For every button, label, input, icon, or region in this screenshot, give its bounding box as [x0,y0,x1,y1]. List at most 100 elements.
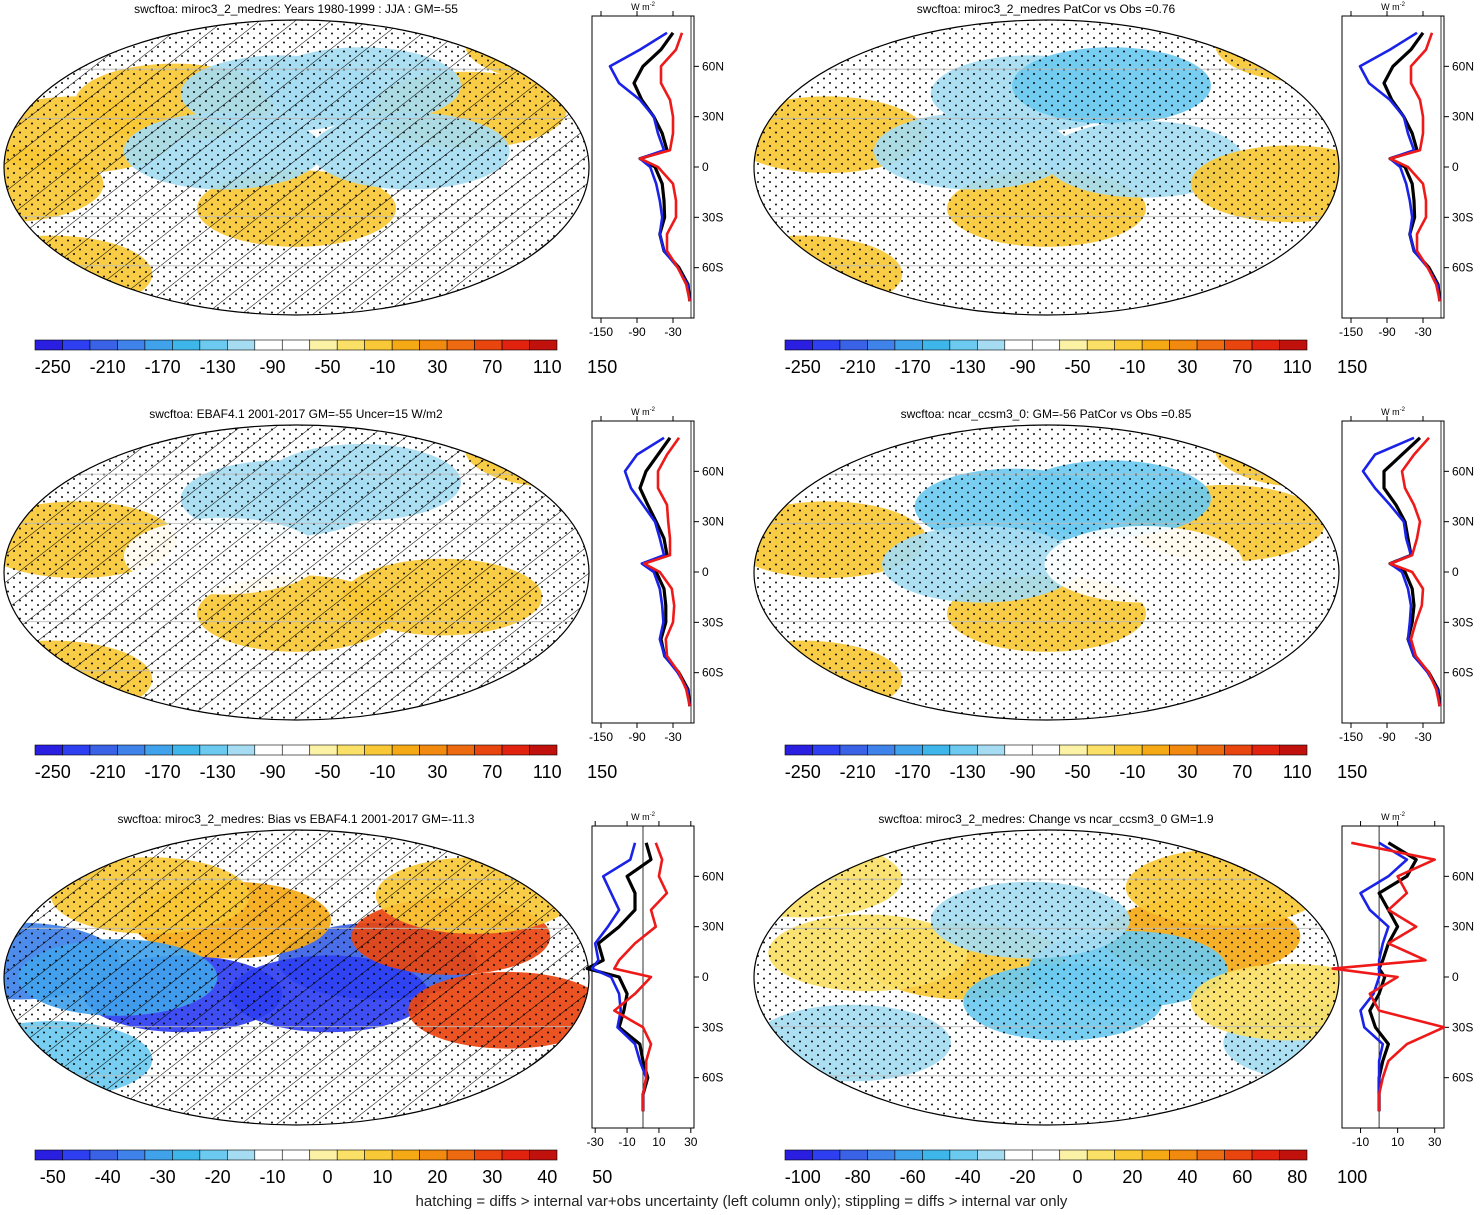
colorbar-box [309,339,338,351]
colorbar-box [199,339,228,351]
colorbar-box [839,1149,868,1161]
colorbar-box [977,1149,1006,1161]
colorbar-tick-label: 40 [1177,1167,1197,1187]
colorbar-tick-label: 30 [427,357,447,377]
colorbar-box [1251,1149,1280,1161]
zonal-x-tick-label: -10 [1352,1135,1370,1149]
colorbar-box [1196,1149,1225,1161]
panel-title: swcftoa: miroc3_2_medres: Bias vs EBAF4.… [118,812,475,826]
zonal-y-tick-label: 60N [702,869,724,883]
colorbar-box [949,744,978,756]
zonal-unit: W m-2 [1381,407,1405,417]
zonal-y-tick-label: 30N [702,920,724,934]
colorbar-box [1004,339,1033,351]
colorbar-box [364,1149,393,1161]
map [4,830,589,1125]
colorbar-box [474,744,503,756]
colorbar-tick-label: -10 [1119,762,1145,782]
colorbar-box [529,1149,558,1161]
colorbar-box [922,1149,951,1161]
zonal-unit-exp: -2 [1400,407,1406,413]
zonal-y-tick-label: 60N [702,464,724,478]
colorbar-box [839,744,868,756]
colorbar: -250 -210 -170 -130 -90 -50 -10 30 70 110 150 [34,339,617,377]
panel-title: swcftoa: miroc3_2_medres: Change vs ncar… [878,812,1213,826]
zonal-y-tick-label: 30N [1452,515,1474,529]
colorbar-box [894,1149,923,1161]
panel-title: swcftoa: miroc3_2_medres: Years 1980-199… [134,2,458,16]
map-border [753,829,1340,1126]
colorbar-box [1279,339,1308,351]
colorbar-box [227,744,256,756]
colorbar-tick-label: -20 [205,1167,231,1187]
zonal-y-tick-label: 30S [702,615,723,629]
colorbar-box [977,339,1006,351]
colorbar-box [89,339,118,351]
colorbar-tick-label: -210 [90,762,126,782]
colorbar-box [1031,1149,1061,1161]
colorbar-box [34,744,63,756]
colorbar-box [1169,744,1198,756]
colorbar-box [1224,744,1253,756]
colorbar: -250 -210 -170 -130 -90 -50 -10 30 70 110 150 [34,744,617,782]
stippling [754,830,1339,1125]
zonal-x-tick-label: -30 [664,730,682,744]
colorbar-tick-label: -170 [145,357,181,377]
colorbar-box [1004,1149,1033,1161]
colorbar-box [867,744,896,756]
zonal-y-tick-label: 30S [702,1020,723,1034]
colorbar-tick-label: -50 [40,1167,66,1187]
colorbar-tick-label: -130 [200,357,236,377]
colorbar: -100 -80 -60 -40 -20 0 20 40 60 80 100 [784,1149,1367,1187]
map-border [3,829,590,1126]
colorbar-tick-label: 60 [1232,1167,1252,1187]
colorbar-tick-label: -50 [1064,357,1090,377]
colorbar-box [1141,339,1170,351]
colorbar-box [1114,744,1143,756]
zonal-unit: W m-2 [631,407,655,417]
colorbar-box [1086,339,1115,351]
colorbar-box [1059,1149,1088,1161]
colorbar-box [419,1149,448,1161]
colorbar-box [1279,744,1308,756]
colorbar-tick-label: -250 [35,762,71,782]
panel-5: swcftoa: miroc3_2_medres: Bias vs EBAF4.… [3,812,724,1187]
zonal-y-tick-label: 60S [1452,1071,1473,1085]
colorbar-box [172,744,201,756]
colorbar-tick-label: 70 [1232,762,1252,782]
colorbar-tick-label: -10 [369,762,395,782]
zonal-panel: 60N 30N 0 30S 60S -150 -90 -30 W m-2 [589,2,724,339]
colorbar-tick-label: -50 [314,357,340,377]
panel-title: swcftoa: EBAF4.1 2001-2017 GM=-55 Uncer=… [149,407,443,421]
colorbar-box [529,744,558,756]
zonal-unit-exp: -2 [650,2,656,8]
colorbar-box [391,1149,420,1161]
colorbar-box [1169,1149,1198,1161]
zonal-frame [1341,420,1445,724]
colorbar-tick-label: 110 [1283,762,1312,782]
map-border [3,424,590,721]
zonal-y-tick-label: 0 [702,565,709,579]
map [754,830,1339,1125]
stippling [754,425,1339,720]
colorbar-box [529,339,558,351]
zonal-y-tick-label: 30S [1452,615,1473,629]
colorbar-tick-label: 0 [1072,1167,1082,1187]
colorbar-box [34,339,63,351]
zonal-unit-w: W m [631,2,650,12]
zonal-y-tick-label: 30S [1452,210,1473,224]
zonal-y-tick-label: 60N [1452,464,1474,478]
zonal-y-tick-label: 30N [1452,920,1474,934]
colorbar-tick-label: -130 [200,762,236,782]
zonal-y-tick-label: 60S [702,261,723,275]
zonal-y-tick-label: 60S [702,1071,723,1085]
colorbar-tick-label: 70 [482,762,502,782]
colorbar-box [419,339,448,351]
zonal-y-tick-label: 60S [702,666,723,680]
zonal-x-tick-label: -90 [1378,325,1396,339]
colorbar-box [1004,744,1033,756]
colorbar-box [1114,1149,1143,1161]
colorbar-box [199,744,228,756]
colorbar-tick-label: 40 [537,1167,557,1187]
colorbar-box [199,1149,228,1161]
